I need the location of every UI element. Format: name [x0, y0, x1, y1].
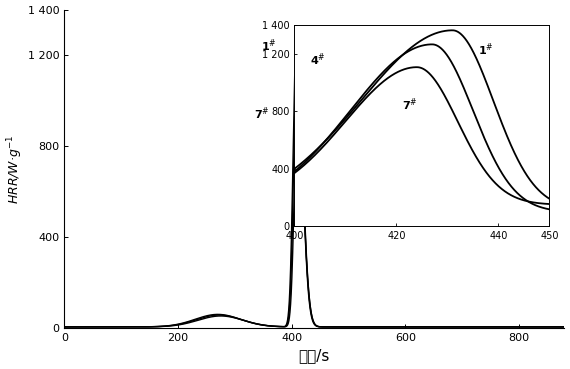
Text: 1$^{\#}$: 1$^{\#}$: [261, 37, 277, 54]
Y-axis label: $HRR$/W·g$^{-1}$: $HRR$/W·g$^{-1}$: [6, 134, 25, 204]
Text: 7$^{\#}$: 7$^{\#}$: [254, 106, 270, 122]
X-axis label: 时间/s: 时间/s: [299, 348, 330, 363]
Text: 4$^{\#}$: 4$^{\#}$: [309, 58, 324, 75]
